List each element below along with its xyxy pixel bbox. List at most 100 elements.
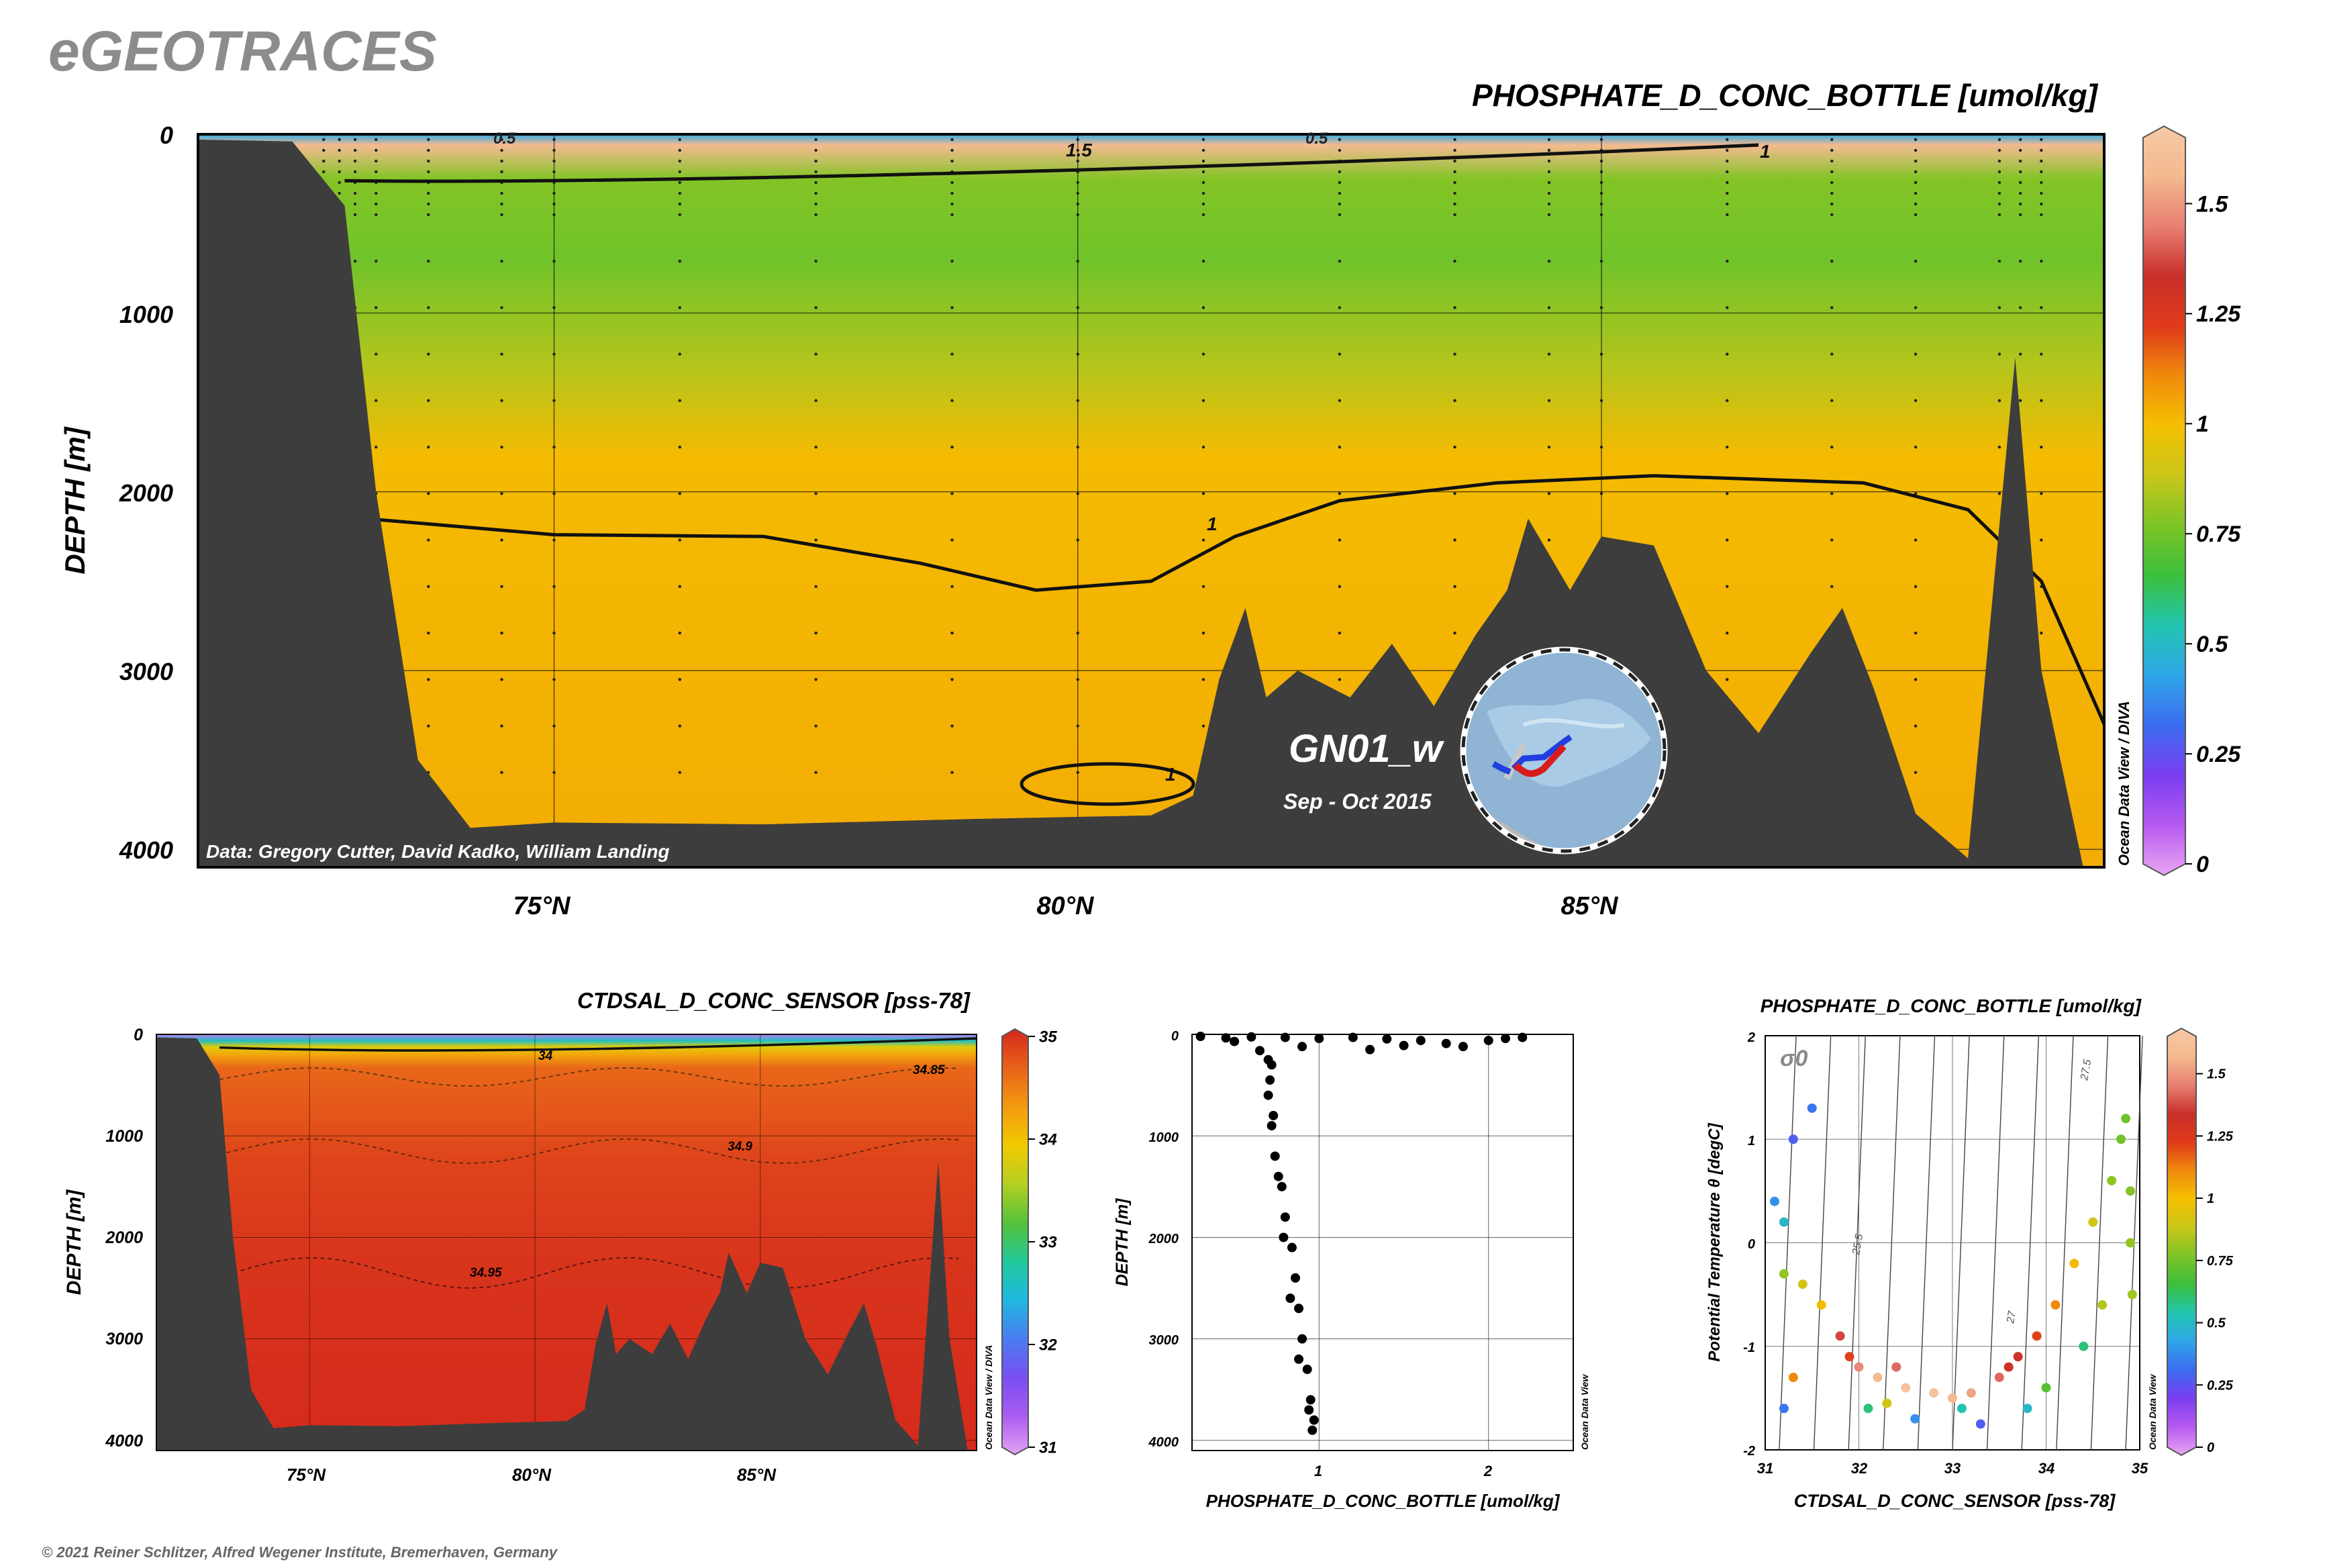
station-sample-dot — [1599, 181, 1603, 185]
station-sample-dot — [1338, 191, 1342, 195]
isopycnal-label: σ0 — [1780, 1046, 1808, 1071]
station-sample-dot — [1997, 202, 2001, 206]
ts-point — [2022, 1404, 2032, 1414]
station-sample-dot — [950, 191, 954, 195]
station-sample-dot — [2040, 631, 2043, 635]
profile-point — [1254, 1046, 1265, 1056]
main-chart-title: PHOSPHATE_D_CONC_BOTTLE [umol/kg] — [1472, 78, 2099, 113]
colorbar-tick-label: 0.5 — [2196, 632, 2228, 657]
isopycnal-line — [1952, 1035, 1970, 1451]
profile-point — [1382, 1034, 1392, 1044]
y-axis-title: DEPTH [m] — [59, 426, 91, 574]
station-sample-dot — [1338, 585, 1342, 589]
y-axis-title: DEPTH [m] — [1113, 1197, 1132, 1286]
station-sample-dot — [1914, 538, 1918, 542]
station-sample-dot — [678, 181, 682, 185]
station-sample-dot — [2040, 181, 2043, 185]
main-y-axis: 0 1000 2000 3000 4000 DEPTH [m] — [59, 121, 173, 864]
station-sample-dot — [1914, 191, 1918, 195]
station-sample-dot — [1997, 445, 2001, 449]
station-sample-dot — [353, 170, 357, 174]
station-sample-dot — [2040, 259, 2043, 263]
station-sample-dot — [1201, 724, 1205, 728]
station-sample-dot — [950, 306, 954, 309]
profile-point — [1483, 1036, 1493, 1046]
station-sample-dot — [353, 259, 357, 263]
station-sample-dot — [1076, 213, 1079, 217]
station-sample-dot — [1726, 181, 1729, 185]
station-sample-dot — [1453, 352, 1456, 356]
ts-point — [2097, 1300, 2108, 1310]
ts-point — [2126, 1238, 2136, 1248]
station-sample-dot — [2018, 181, 2022, 185]
station-sample-dot — [950, 202, 954, 206]
colorbar-tick-label: 0.75 — [2207, 1254, 2234, 1269]
y-tick-label: 4000 — [105, 1432, 143, 1451]
station-sample-dot — [1547, 399, 1551, 403]
station-sample-dot — [1599, 170, 1603, 174]
station-sample-dot — [1997, 213, 2001, 217]
station-sample-dot — [1547, 159, 1551, 163]
salinity-x-axis: 75°N 80°N 85°N — [287, 1465, 777, 1485]
station-sample-dot — [500, 538, 503, 542]
station-sample-dot — [353, 191, 357, 195]
station-sample-dot — [814, 213, 818, 217]
station-sample-dot — [500, 445, 503, 449]
station-sample-dot — [500, 159, 503, 163]
x-tick-label: 85°N — [1561, 892, 1619, 920]
station-sample-dot — [2040, 191, 2043, 195]
station-sample-dot — [950, 631, 954, 635]
main-plot-frame — [197, 133, 2106, 869]
station-sample-dot — [814, 678, 818, 681]
station-sample-dot — [552, 399, 556, 403]
station-sample-dot — [1830, 259, 1834, 263]
station-sample-dot — [1599, 445, 1603, 449]
station-sample-dot — [1076, 492, 1079, 495]
station-sample-dot — [814, 202, 818, 206]
station-sample-dot — [552, 771, 556, 775]
station-sample-dot — [500, 306, 503, 309]
colorbar-tick-label: 1 — [2196, 411, 2209, 437]
station-sample-dot — [1726, 492, 1729, 495]
colorbar-tick-label: 0 — [2196, 852, 2209, 877]
station-sample-dot — [353, 148, 357, 152]
station-sample-dot — [500, 678, 503, 681]
colorbar-tick-label: 33 — [1039, 1233, 1057, 1251]
station-sample-dot — [814, 352, 818, 356]
profile-point — [1287, 1242, 1297, 1253]
profile-point — [1265, 1075, 1275, 1085]
station-sample-dot — [427, 259, 430, 263]
station-sample-dot — [338, 181, 341, 185]
colorbar-tick-label: 1.5 — [2207, 1067, 2226, 1082]
x-tick-label: 33 — [1944, 1460, 1961, 1477]
station-sample-dot — [375, 399, 378, 403]
station-sample-dot — [1076, 202, 1079, 206]
station-sample-dot — [1726, 138, 1729, 142]
station-sample-dot — [427, 213, 430, 217]
station-sample-dot — [1547, 202, 1551, 206]
station-sample-dot — [427, 191, 430, 195]
salinity-plot-frame — [156, 1034, 977, 1451]
station-sample-dot — [2018, 213, 2022, 217]
station-sample-dot — [500, 724, 503, 728]
y-tick-label: 2000 — [105, 1228, 143, 1247]
y-tick-label: 2000 — [119, 479, 173, 507]
station-sample-dot — [814, 259, 818, 263]
salinity-bathymetry — [156, 1037, 968, 1451]
station-sample-dot — [1726, 631, 1729, 635]
ts-chart-title: PHOSPHATE_D_CONC_BOTTLE [umol/kg] — [1761, 995, 2142, 1016]
station-sample-dot — [1338, 445, 1342, 449]
ts-point — [2116, 1134, 2126, 1144]
y-tick-label: 3000 — [1149, 1333, 1179, 1348]
isopycnal-line — [1848, 1035, 1866, 1451]
station-sample-dot — [1076, 159, 1079, 163]
station-sample-dot — [1914, 771, 1918, 775]
station-sample-dot — [552, 631, 556, 635]
station-sample-dot — [1453, 585, 1456, 589]
main-x-axis: 75°N 80°N 85°N — [513, 892, 1619, 920]
station-sample-dot — [678, 148, 682, 152]
profile-gridlines — [1192, 1034, 1573, 1451]
station-sample-dot — [500, 259, 503, 263]
station-sample-dot — [552, 138, 556, 142]
profile-y-axis: 0 1000 2000 3000 4000 DEPTH [m] — [1113, 1029, 1179, 1450]
